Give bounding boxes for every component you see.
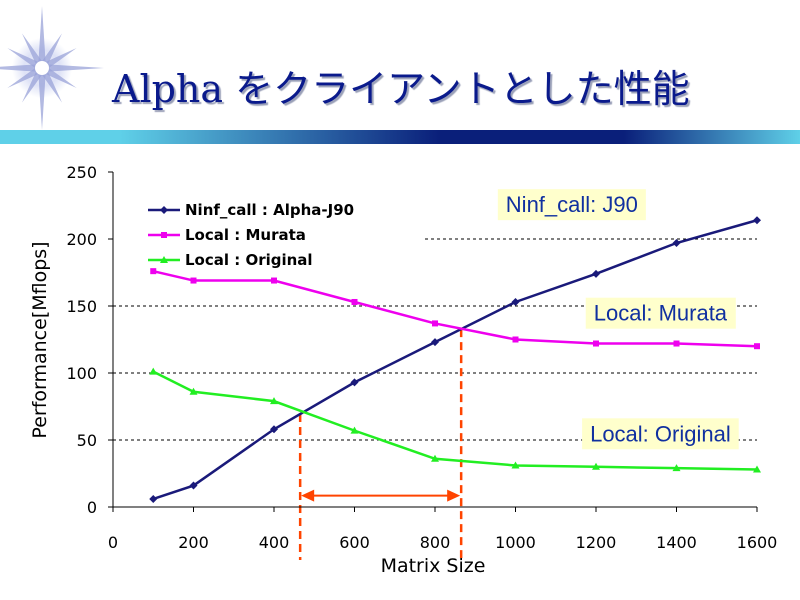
star-ray — [38, 33, 62, 70]
series-1 — [149, 216, 761, 503]
data-point — [754, 343, 760, 350]
x-tick-label: 800 — [420, 533, 451, 552]
y-tick-label: 150 — [66, 297, 97, 316]
x-tick-label: 1000 — [495, 533, 536, 552]
series-2 — [150, 268, 760, 350]
x-tick-label: 200 — [178, 533, 209, 552]
legend-swatch-marker — [161, 232, 167, 238]
data-point — [431, 454, 439, 462]
axes: 0 50 100 150 200 250 0 200 400 600 800 1000 1200 1400… — [29, 163, 777, 577]
star-ray — [40, 48, 77, 72]
y-tick-label: 100 — [66, 364, 97, 383]
star-ray — [40, 64, 77, 88]
y-tick-label: 200 — [66, 230, 97, 249]
x-tick-label: 600 — [339, 533, 370, 552]
slide-title: Alpha をクライアントとした性能 — [112, 67, 690, 111]
data-point — [511, 461, 520, 469]
range-arrow-left-head — [301, 489, 315, 502]
data-point — [753, 465, 761, 473]
x-tick-label: 400 — [259, 533, 290, 552]
y-tick-label: 250 — [66, 163, 97, 182]
x-tick-label: 1200 — [576, 533, 617, 552]
data-point — [149, 494, 158, 503]
data-point — [672, 239, 681, 248]
legend: Ninf_call : Alpha-J90 Local : Murata Local… — [148, 201, 354, 269]
data-point — [511, 297, 520, 306]
star-ray — [7, 48, 44, 72]
data-series — [149, 216, 761, 503]
annotation-box — [582, 418, 739, 450]
x-tick-label: 1400 — [656, 533, 697, 552]
legend-swatch-marker — [160, 206, 168, 214]
data-point — [592, 269, 600, 278]
series-3 — [149, 367, 761, 473]
star-ray — [38, 6, 46, 68]
x-tick-label: 0 — [108, 533, 118, 552]
title-underline-bar — [0, 130, 800, 144]
annotation-label: Ninf_call: J90 — [506, 192, 638, 217]
y-tick-label: 0 — [87, 498, 97, 517]
crossover-guides — [298, 329, 463, 560]
data-point — [189, 387, 198, 395]
annotation-box — [497, 189, 646, 221]
data-point — [270, 425, 278, 434]
legend-label: Local : Murata — [185, 226, 306, 244]
data-point — [270, 397, 278, 405]
annotation-label: Local: Murata — [594, 301, 728, 326]
data-point — [190, 277, 197, 284]
data-point — [149, 367, 158, 375]
star-ray — [0, 64, 42, 72]
x-tick-label: 1600 — [737, 533, 778, 552]
star-ray — [38, 68, 46, 130]
data-point — [351, 298, 358, 305]
data-point — [592, 462, 600, 470]
legend-label: Local : Original — [185, 251, 313, 269]
annotation-label: Local: Original — [590, 421, 731, 446]
star-ray — [22, 66, 46, 103]
data-point — [593, 340, 599, 347]
data-point — [350, 426, 359, 434]
range-arrow-right-head — [447, 489, 461, 502]
star-core — [35, 61, 49, 75]
data-point — [673, 340, 680, 347]
data-point — [350, 378, 359, 387]
data-point — [431, 338, 439, 347]
data-point — [512, 336, 519, 343]
starburst-decoration — [0, 6, 104, 130]
data-point — [753, 216, 761, 225]
annotation-box — [585, 297, 736, 329]
data-point — [672, 464, 681, 472]
legend-swatch-marker — [160, 256, 168, 263]
data-point — [271, 277, 277, 284]
y-axis-title: Performance[Mflops] — [29, 241, 51, 438]
star-ray — [42, 64, 104, 72]
x-axis-title: Matrix Size — [381, 555, 486, 577]
annotations: Ninf_call: J90 Local: Murata Local: Origin… — [497, 189, 739, 450]
y-tick-label: 50 — [77, 431, 97, 450]
legend-label: Ninf_call : Alpha-J90 — [185, 201, 354, 219]
data-point — [150, 268, 157, 275]
data-point — [189, 481, 198, 490]
data-point — [432, 320, 438, 327]
